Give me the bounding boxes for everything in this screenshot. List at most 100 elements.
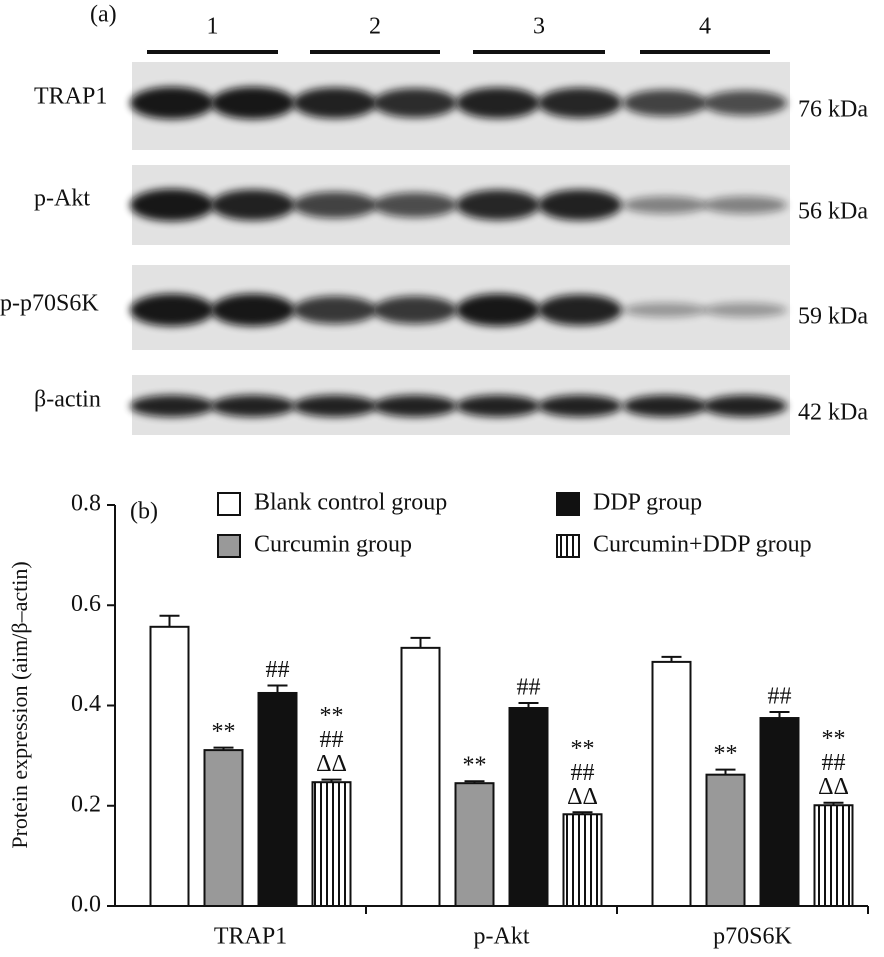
significance-label: ** [463,753,487,779]
legend-label: DDP group [593,490,702,516]
size-label: 59 kDa [798,304,868,330]
bar [651,660,692,907]
x-tick-label: TRAP1 [214,924,287,950]
band [373,395,457,417]
panel-label: (a) [90,2,117,28]
band [703,395,787,417]
error-bar [464,780,485,784]
band [623,302,707,318]
significance-label: ** [822,726,846,752]
band [293,296,377,324]
band [293,87,377,119]
row-label: β-actin [34,387,101,413]
band [623,196,707,214]
significance-label: ## [266,657,290,683]
legend-label: Curcumin group [254,532,412,558]
band [293,395,377,417]
y-axis-label: Protein expression (aim/β–actin) [7,561,32,848]
bar [203,749,244,908]
band [538,189,622,221]
band [211,293,295,327]
band [130,293,214,327]
band [130,395,214,417]
band [703,302,787,318]
lane-label: 4 [699,14,711,40]
band [456,293,540,327]
bar [311,781,352,907]
y-tick-label: 0.6 [71,591,101,617]
significance-label: ΔΔ [567,784,598,810]
significance-label: ## [822,750,846,776]
bar [759,717,800,907]
significance-label: ## [320,727,344,753]
band [703,196,787,214]
bar [400,646,441,907]
band [373,192,457,218]
band [703,90,787,116]
legend-label: Curcumin+DDP group [593,532,812,558]
row-label: TRAP1 [34,84,107,110]
band [456,395,540,417]
western-blot: 1 2 3 4 TRAP1 76 kDa p-Akt 56 kDa p-p70S6K 59 kDa… [0,14,868,435]
row-label: p-p70S6K [0,291,99,317]
significance-label: ** [212,719,236,745]
error-bar [267,684,288,693]
row-label: p-Akt [34,186,90,212]
error-bar [410,636,431,648]
lane-label: 2 [369,14,381,40]
x-tick-label: p70S6K [713,924,792,950]
error-bar [159,614,180,627]
significance-label: ** [714,741,738,767]
panel-label: (b) [130,499,158,525]
band [211,86,295,120]
y-tick-label: 0.4 [71,691,101,717]
band [373,296,457,324]
significance-label: ## [517,674,541,700]
size-label: 56 kDa [798,199,868,225]
legend-swatch [556,534,580,558]
error-bar [321,778,342,783]
band [623,89,707,117]
error-bar [661,655,682,662]
error-bar [518,701,539,709]
band [211,189,295,221]
bar-chart: 0.00.20.40.60.8TRAP1**##**##ΔΔp-Akt**##*… [71,490,869,950]
bar [508,707,549,907]
band [456,87,540,119]
legend-swatch [556,492,580,516]
x-tick-label: p-Akt [474,924,530,950]
band [373,88,457,118]
bar [562,813,603,907]
size-label: 76 kDa [798,97,868,123]
band [623,395,707,417]
band [538,395,622,417]
y-tick-label: 0.0 [71,892,101,918]
legend-label: Blank control group [254,490,447,516]
bar [257,691,298,907]
error-bar [823,801,844,806]
size-label: 42 kDa [798,400,868,426]
band [538,87,622,119]
band [130,86,214,120]
bar [705,773,746,907]
band [211,395,295,417]
significance-label: ** [571,736,595,762]
legend-swatch [217,534,241,558]
error-bar [715,768,736,775]
significance-label: ΔΔ [818,774,849,800]
significance-label: ** [320,703,344,729]
error-bar [572,811,593,815]
legend-swatch [217,492,241,516]
lane-label: 1 [207,14,219,40]
band [538,294,622,326]
bar [454,782,495,907]
y-tick-label: 0.2 [71,791,101,817]
error-bar [769,711,790,719]
band [130,188,214,222]
significance-label: ΔΔ [316,751,347,777]
band [293,191,377,219]
error-bar [213,746,234,751]
bar [813,804,854,908]
